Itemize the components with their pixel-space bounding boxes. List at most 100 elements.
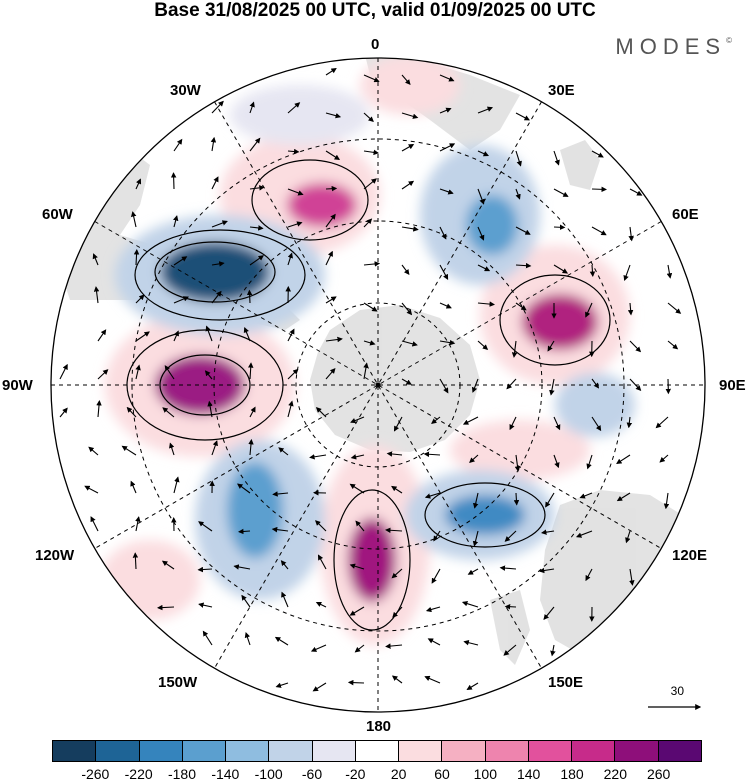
wind-arrow [385,527,403,534]
wind-arrow [173,476,180,494]
colorbar-tick-label: -220 [124,766,153,782]
wind-arrow [424,492,441,499]
halo [555,373,635,437]
lon-label-90e: 90E [719,377,746,394]
colorbar-tick-label: 260 [646,766,671,782]
wind-arrow [97,329,107,342]
wind-arrow [84,485,99,494]
wind-arrow [271,526,289,533]
wind-arrow [275,682,289,688]
wind-arrow [385,643,403,649]
wind-arrow [355,520,365,532]
wind-arrow [278,447,289,456]
wind-arrow [626,416,633,429]
wind-arrow [309,454,327,460]
wind-arrow [515,112,530,121]
wind-arrow [469,454,479,464]
anomaly-high-east-pacific [155,355,245,415]
wind-arrow [173,138,183,152]
colorbar-segment [572,741,616,761]
anomaly-low-south-indian [466,195,518,255]
meridian [94,221,662,549]
anomaly-high-south-of-africa [287,183,357,227]
wind-arrow [126,406,137,418]
wind-arrow [317,554,327,570]
colorbar-tick-label: -180 [167,766,197,782]
anomaly-high-indian-ocean [522,294,598,350]
colorbar-segment [96,741,140,761]
wind-arrow [439,143,456,152]
lon-label-150e: 150E [548,674,584,691]
anomaly-fills [100,58,635,645]
wind-arrow [287,188,304,196]
wind-arrow [248,438,254,456]
wind-arrow [667,302,682,314]
wind-arrow [386,451,403,457]
lon-label-120e: 120E [672,547,708,564]
wind-arrow [164,365,175,380]
wind-arrow [439,188,454,195]
wind-arrow [591,186,607,193]
wind-arrow [553,224,566,231]
wind-arrow [59,363,68,380]
wind-arrow [477,188,485,205]
wind-arrow [586,454,593,470]
wind-arrow [515,302,527,311]
wind-arrow [401,302,413,316]
wind-arrow [280,560,289,570]
wind-arrow [325,112,342,119]
australia [540,490,700,660]
wind-arrow [628,226,634,242]
lon-label-30e: 30E [548,82,575,99]
wind-arrow [591,150,604,158]
wind-arrow [585,302,593,318]
wind-arrow [663,492,670,510]
wind-arrow [477,340,489,351]
meridian [214,101,542,669]
brand-text: MODES [615,34,727,59]
wind-arrow [477,264,491,272]
anomaly-low-central-pacific [227,462,283,558]
wind-arrow [211,290,222,304]
wind-arrow [312,682,327,692]
wind-arrow [472,492,479,509]
wind-arrow [349,483,365,494]
wind-arrow [401,144,415,152]
wind-arrow [591,226,607,236]
wind-arrow [393,416,403,432]
wind-arrow [363,302,378,312]
wind-arrow [503,644,517,656]
wind-arrow [431,416,441,424]
wind-arrow [591,416,602,432]
wind-arrow [325,150,341,160]
colorbar-segment [139,741,183,761]
lon-label-30w: 30W [170,82,201,99]
lon-label-180: 180 [366,718,392,735]
colorbar-segment [442,741,486,761]
lon-label-60e: 60E [672,206,699,223]
anomaly-low-south-of-australia [445,495,525,535]
wind-arrow [514,454,521,472]
wind-arrow [549,378,555,396]
wind-arrow [238,528,251,535]
wind-arrow [243,326,251,342]
wind-arrow [198,521,213,532]
wind-arrow [325,213,336,228]
wind-scale-label: 30 [670,684,684,698]
colorbar-tick-label: 220 [603,766,628,782]
wind-arrow [135,516,141,532]
contour [424,482,546,548]
wind-arrow [424,675,441,684]
colorbar-segment [355,741,400,761]
wind-arrow [272,491,289,497]
new-zealand [490,590,530,665]
colorbar-segment [312,741,356,761]
contour [159,354,251,416]
wind-arrow [274,636,289,646]
colorbar-segment [528,741,573,761]
map-border [50,57,706,713]
wind-arrow [287,368,299,380]
wind-arrow [363,218,373,228]
wind-arrow [541,529,555,535]
wind-arrow [515,188,521,200]
